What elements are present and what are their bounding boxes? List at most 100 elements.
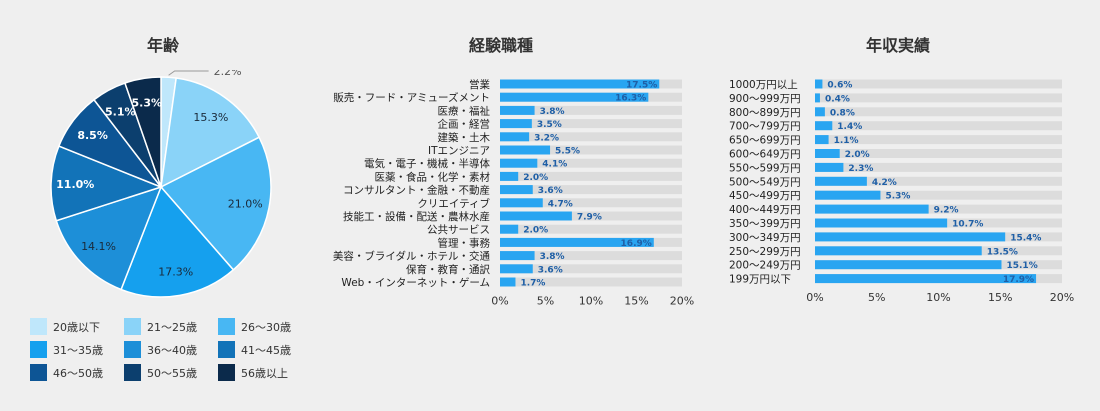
pie-slice	[160, 77, 261, 189]
value-label: 2.0%	[523, 226, 548, 236]
x-tick-label: 20%	[670, 295, 694, 308]
pie-slice	[50, 145, 164, 222]
category-label: 800〜899万円	[729, 107, 801, 119]
bar-track	[815, 93, 1062, 103]
legend-item: 21〜25歳	[124, 318, 197, 335]
value-label: 5.3%	[885, 192, 910, 202]
bar-track	[815, 204, 1062, 214]
category-label: 550〜599万円	[729, 162, 801, 174]
legend-swatch	[218, 341, 235, 358]
category-label: コンサルタント・金融・不動産	[343, 184, 490, 197]
value-label: 9.2%	[934, 206, 959, 216]
value-label: 10.7%	[952, 220, 983, 230]
value-label: 0.6%	[827, 81, 852, 91]
category-label: 700〜799万円	[729, 121, 801, 133]
legend-swatch	[218, 318, 235, 335]
category-label: 600〜649万円	[729, 149, 801, 161]
bar	[815, 93, 820, 103]
legend-swatch	[124, 364, 141, 381]
legend-label: 50〜55歳	[147, 366, 197, 380]
bar-track	[815, 162, 1062, 172]
value-label: 0.8%	[830, 108, 855, 118]
bar	[815, 149, 840, 158]
bar-track	[815, 149, 1062, 158]
age-chart-title: 年齢	[146, 36, 179, 55]
legend-label: 56歳以上	[241, 366, 288, 380]
legend-label: 21〜25歳	[147, 320, 197, 334]
pie-slice	[120, 185, 235, 298]
legend-item: 26〜30歳	[218, 318, 291, 335]
bar-track	[500, 277, 682, 287]
bar	[500, 145, 551, 155]
value-label: 3.2%	[534, 133, 559, 143]
bar-track	[500, 132, 682, 142]
category-label: 200〜249万円	[729, 260, 801, 272]
legend-label: 20歳以下	[53, 320, 100, 334]
bar-track	[815, 107, 1062, 117]
legend-label: 26〜30歳	[241, 320, 291, 334]
category-label: 1000万円以上	[729, 79, 798, 91]
pie-data-label: 11.0%	[56, 178, 94, 191]
x-tick-label: 0%	[806, 291, 823, 304]
bar	[815, 260, 1002, 270]
category-label: 保育・教育・通訳	[406, 263, 490, 276]
category-label: 199万円以下	[729, 274, 791, 286]
pie-data-label: 2.2%	[214, 70, 242, 78]
bar	[815, 176, 867, 186]
bar	[815, 218, 948, 228]
pie-data-label: 15.3%	[193, 111, 228, 124]
bar	[815, 79, 823, 89]
bar-track	[500, 224, 682, 234]
legend-swatch	[124, 318, 141, 335]
bar-track	[500, 264, 682, 274]
bar-track	[500, 185, 682, 195]
category-label: 450〜499万円	[729, 190, 801, 202]
value-label: 1.7%	[520, 279, 545, 289]
bar	[815, 204, 929, 214]
value-label: 15.1%	[1006, 261, 1037, 271]
category-label: 250〜299万円	[729, 246, 801, 258]
bar-track	[500, 211, 682, 221]
bar	[500, 158, 538, 168]
category-label: 900〜999万円	[729, 93, 801, 105]
value-label: 15.4%	[1010, 233, 1041, 243]
category-label: 650〜699万円	[729, 135, 801, 147]
bar-track	[500, 145, 682, 155]
value-label: 2.0%	[845, 150, 870, 160]
bar	[500, 105, 535, 115]
category-label: 建築・土木	[438, 131, 491, 144]
bar	[500, 92, 649, 102]
bar-track	[815, 190, 1062, 200]
x-tick-label: 0%	[491, 295, 508, 308]
category-label: 販売・フード・アミューズメント	[333, 91, 490, 104]
category-label: 企画・経営	[438, 118, 491, 131]
pie-data-label: 21.0%	[228, 197, 263, 210]
bar-track	[815, 79, 1062, 89]
legend-item: 31〜35歳	[30, 341, 103, 358]
x-tick-label: 20%	[1050, 291, 1074, 304]
bar-track	[815, 176, 1062, 186]
bar-track	[500, 119, 682, 129]
legend-item: 50〜55歳	[124, 364, 197, 381]
category-label: 技能工・設備・配送・農林水産	[343, 210, 490, 223]
category-label: クリエイティブ	[417, 197, 490, 210]
legend-item: 46〜50歳	[30, 364, 103, 381]
pie-data-label: 5.1%	[105, 105, 136, 118]
bar-track	[500, 251, 682, 261]
value-label: 3.6%	[538, 265, 563, 275]
income-bar-chart: 1000万円以上 0.6% 900〜999万円 0.4% 800〜899万円 0.8% 70…	[729, 79, 1074, 304]
pie-slice	[124, 76, 162, 188]
x-tick-label: 5%	[868, 291, 885, 304]
bar	[500, 79, 660, 89]
bar	[815, 162, 844, 172]
pie-data-label: 8.5%	[77, 129, 108, 142]
bar	[500, 277, 516, 287]
x-tick-label: 10%	[926, 291, 950, 304]
value-label: 0.4%	[825, 94, 850, 104]
category-label: 電気・電子・機械・半導体	[364, 157, 490, 170]
x-tick-label: 5%	[537, 295, 554, 308]
pie-leader-line	[168, 70, 209, 76]
bar	[500, 224, 519, 234]
pie-data-label: 17.3%	[158, 266, 193, 279]
value-label: 13.5%	[987, 247, 1018, 257]
